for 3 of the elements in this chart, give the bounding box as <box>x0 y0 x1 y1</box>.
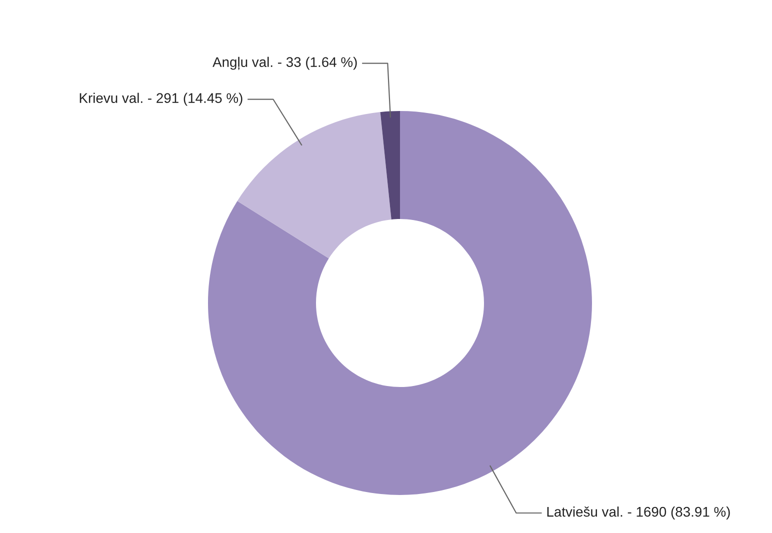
slice-label: Krievu val. - 291 (14.45 %) <box>80 92 242 106</box>
slice-label: Angļu val. - 33 (1.64 %) <box>212 56 357 70</box>
slice-label: Latviešu val. - 1690 (83.91 %) <box>547 506 730 520</box>
